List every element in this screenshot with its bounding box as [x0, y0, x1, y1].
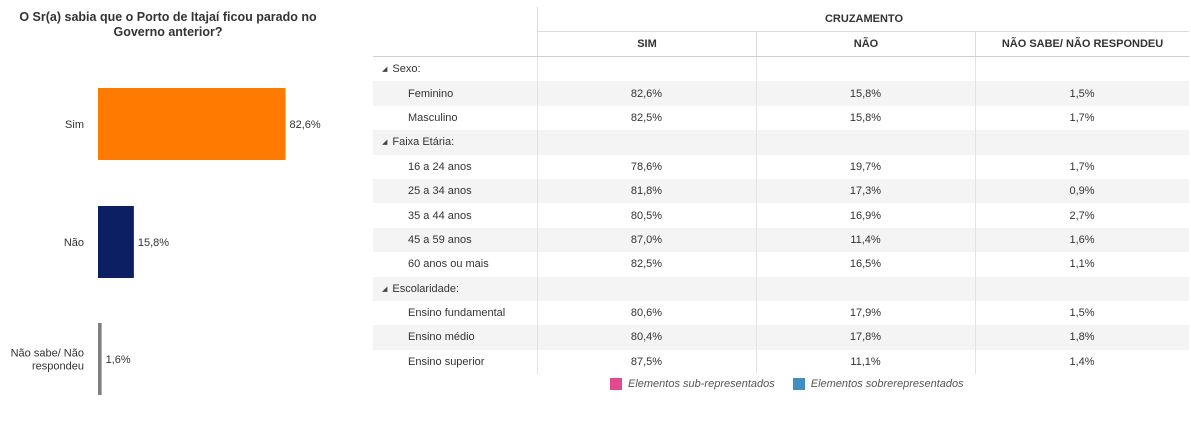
column-divider — [756, 57, 757, 375]
table-cell: 16,5% — [849, 258, 882, 271]
table-cell: 16,9% — [849, 209, 882, 222]
group-label-cell: ◢ Sexo: — [382, 57, 421, 81]
table-cell: 17,9% — [849, 307, 882, 320]
table-cell: 0,9% — [1069, 185, 1095, 198]
legend-label-sobre: Elementos sobrerepresentados — [810, 378, 964, 390]
row-label: 35 a 44 anos — [408, 209, 472, 222]
table-cell: 17,3% — [849, 185, 882, 198]
legend-item-sub: Elementos sub-representados — [610, 378, 775, 390]
table-group-row[interactable]: ◢ Escolaridade: — [373, 276, 1189, 301]
table-cell: 82,6% — [630, 87, 663, 100]
row-label: 25 a 34 anos — [408, 185, 472, 198]
bar-2 — [98, 323, 102, 395]
table-row: 80,5% 16,9% 2,7% 35 a 44 anos — [373, 203, 1189, 227]
table-cell: 1,6% — [1069, 233, 1095, 246]
bar-1 — [98, 206, 134, 278]
table-row: 82,5% 15,8% 1,7% Masculino — [373, 106, 1189, 130]
table-cell: 1,5% — [1069, 87, 1095, 100]
table-cell: 80,5% — [630, 209, 663, 222]
column-header-nao-sabe[interactable]: NÃO SABE/ NÃO RESPONDEU — [975, 31, 1189, 56]
table-row: 82,6% 15,8% 1,5% Feminino — [373, 81, 1189, 106]
table-cell: 15,8% — [849, 87, 882, 100]
table-group-row[interactable]: ◢ Faixa Etária: — [373, 130, 1189, 155]
table-cell: 81,8% — [630, 185, 663, 198]
bar-chart: 82,6% Sim 15,8% Não 1,6% Não sabe/ Não respond… — [11, 88, 321, 395]
column-header-sim[interactable]: SIM — [537, 31, 756, 56]
group-label-cell: ◢ Faixa Etária: — [382, 130, 454, 154]
legend-label-sub: Elementos sub-representados — [628, 378, 775, 390]
table-cell: 1,5% — [1069, 307, 1095, 320]
table-cell: 87,5% — [630, 355, 663, 368]
row-label: Ensino fundamental — [408, 307, 506, 320]
table-cell: 87,0% — [630, 233, 663, 246]
column-header-nao[interactable]: NÃO — [756, 31, 975, 56]
table-cell: 11,1% — [850, 355, 881, 368]
table-row: 78,6% 19,7% 1,7% 16 a 24 anos — [373, 155, 1189, 179]
table-body: ◢ Sexo: 82,6% 15,8% 1,5% Feminino 82,5% 15,8% 1,… — [373, 57, 1189, 375]
row-label: 60 anos ou mais — [408, 258, 489, 271]
table-cell: 1,1% — [1069, 258, 1095, 271]
category-label: Sim — [65, 119, 84, 131]
collapse-triangle-icon[interactable]: ◢ — [382, 285, 388, 293]
table-cell: 82,5% — [630, 258, 663, 271]
table-row: 80,6% 17,9% 1,5% Ensino fundamental — [373, 301, 1189, 325]
column-divider — [975, 57, 976, 375]
row-label: Ensino superior — [408, 355, 485, 368]
table-header-row: SIM NÃO NÃO SABE/ NÃO RESPONDEU — [373, 31, 1189, 57]
table-row: 87,0% 11,4% 1,6% 45 a 59 anos — [373, 227, 1189, 253]
bar-value-label: 15,8% — [138, 237, 169, 249]
table-row: 81,8% 17,3% 0,9% 25 a 34 anos — [373, 178, 1189, 204]
table-cell: 11,4% — [850, 233, 881, 246]
category-label: Não — [64, 237, 84, 249]
group-label-cell: ◢ Escolaridade: — [382, 277, 459, 301]
chart-title: O Sr(a) sabia que o Porto de Itajaí fico… — [19, 10, 317, 39]
category-label: Não sabe/ Não respondeu — [11, 348, 84, 373]
table-cell: 80,6% — [630, 307, 663, 320]
legend-swatch-sobre — [792, 378, 805, 390]
table-row: 82,5% 16,5% 1,1% 60 anos ou mais — [373, 252, 1189, 276]
bar-value-label: 82,6% — [290, 119, 321, 131]
legend: Elementos sub-representados Elementos so… — [610, 378, 982, 390]
group-label: Faixa Etária: — [392, 136, 455, 149]
table-cell: 78,6% — [630, 160, 663, 173]
collapse-triangle-icon[interactable]: ◢ — [382, 139, 388, 147]
table-cell: 17,8% — [849, 331, 882, 344]
table-cell: 15,8% — [849, 111, 882, 124]
row-label: 45 a 59 anos — [408, 233, 472, 246]
row-label: Ensino médio — [408, 331, 475, 344]
legend-item-sobre: Elementos sobrerepresentados — [792, 378, 964, 390]
table-cell: 1,7% — [1069, 111, 1095, 124]
row-label: Masculino — [408, 111, 458, 124]
table-group-row[interactable]: ◢ Sexo: — [373, 57, 1189, 81]
table-cell: 1,4% — [1069, 355, 1095, 368]
group-label: Escolaridade: — [392, 282, 460, 295]
table-cell: 80,4% — [630, 331, 663, 344]
table-cell: 1,7% — [1069, 160, 1095, 173]
row-label: Feminino — [408, 87, 454, 100]
table-cell: 82,5% — [630, 111, 663, 124]
table-row: 80,4% 17,8% 1,8% Ensino médio — [373, 325, 1189, 350]
bar-value-label: 1,6% — [106, 354, 131, 366]
row-label: 16 a 24 anos — [408, 160, 472, 173]
group-label: Sexo: — [392, 63, 421, 76]
table-cell: 2,7% — [1069, 209, 1095, 222]
bar-0 — [98, 88, 286, 160]
table-cell: 19,7% — [849, 160, 882, 173]
table-cell: 1,8% — [1069, 331, 1095, 344]
collapse-triangle-icon[interactable]: ◢ — [382, 66, 388, 74]
column-divider — [537, 57, 538, 375]
legend-swatch-sub — [610, 378, 622, 390]
table-super-header: CRUZAMENTO — [537, 7, 1190, 31]
table-row: 87,5% 11,1% 1,4% Ensino superior — [373, 350, 1189, 374]
